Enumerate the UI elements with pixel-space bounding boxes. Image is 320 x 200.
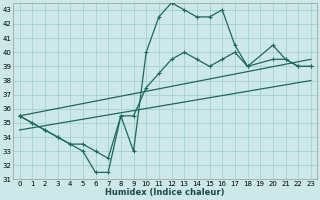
- X-axis label: Humidex (Indice chaleur): Humidex (Indice chaleur): [106, 188, 225, 197]
